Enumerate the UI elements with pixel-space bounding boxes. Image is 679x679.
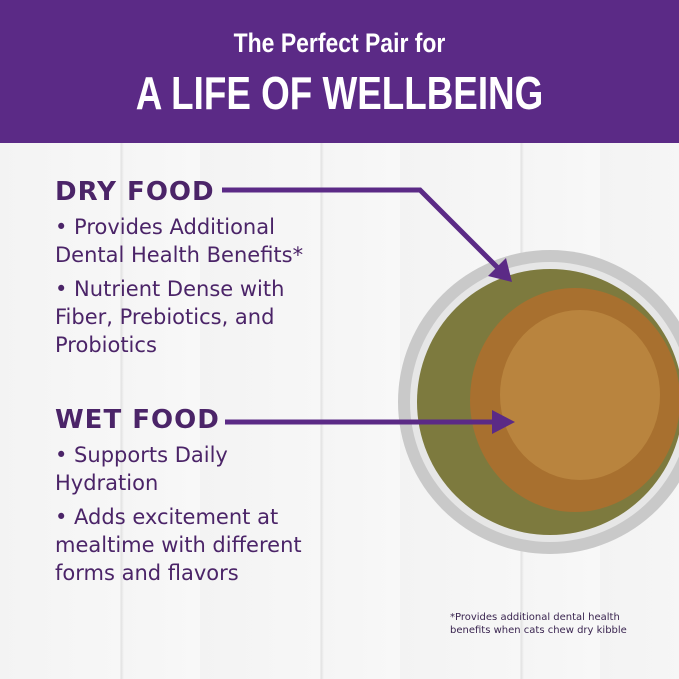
wet-food-title: WET FOOD xyxy=(55,405,220,435)
wet-food-chunks xyxy=(500,310,660,480)
header-title: A LIFE OF WELLBEING xyxy=(135,67,544,119)
footnote: *Provides additional dental health benef… xyxy=(450,611,627,637)
dry-food-section: DRY FOOD • Provides Additional Dental He… xyxy=(55,177,345,359)
dry-food-title: DRY FOOD xyxy=(55,177,215,207)
wet-bullet: • Supports Daily Hydration xyxy=(55,443,228,495)
header-subtitle: The Perfect Pair for xyxy=(233,28,446,58)
dry-bullet: • Nutrient Dense with Fiber, Prebiotics,… xyxy=(55,277,285,357)
header-banner: The Perfect Pair for A LIFE OF WELLBEING xyxy=(0,0,679,143)
footnote-line: *Provides additional dental health xyxy=(450,612,620,623)
dry-arrow-head xyxy=(488,258,512,282)
wet-bullet: • Adds excitement at mealtime with diffe… xyxy=(55,505,302,585)
dry-arrow xyxy=(222,187,507,277)
wet-arrow-head xyxy=(492,410,515,434)
footnote-line: benefits when cats chew dry kibble xyxy=(450,625,627,636)
wet-food-section: WET FOOD • Supports Daily Hydration • Ad… xyxy=(55,405,305,587)
dry-bullet: • Provides Additional Dental Health Bene… xyxy=(55,215,304,267)
